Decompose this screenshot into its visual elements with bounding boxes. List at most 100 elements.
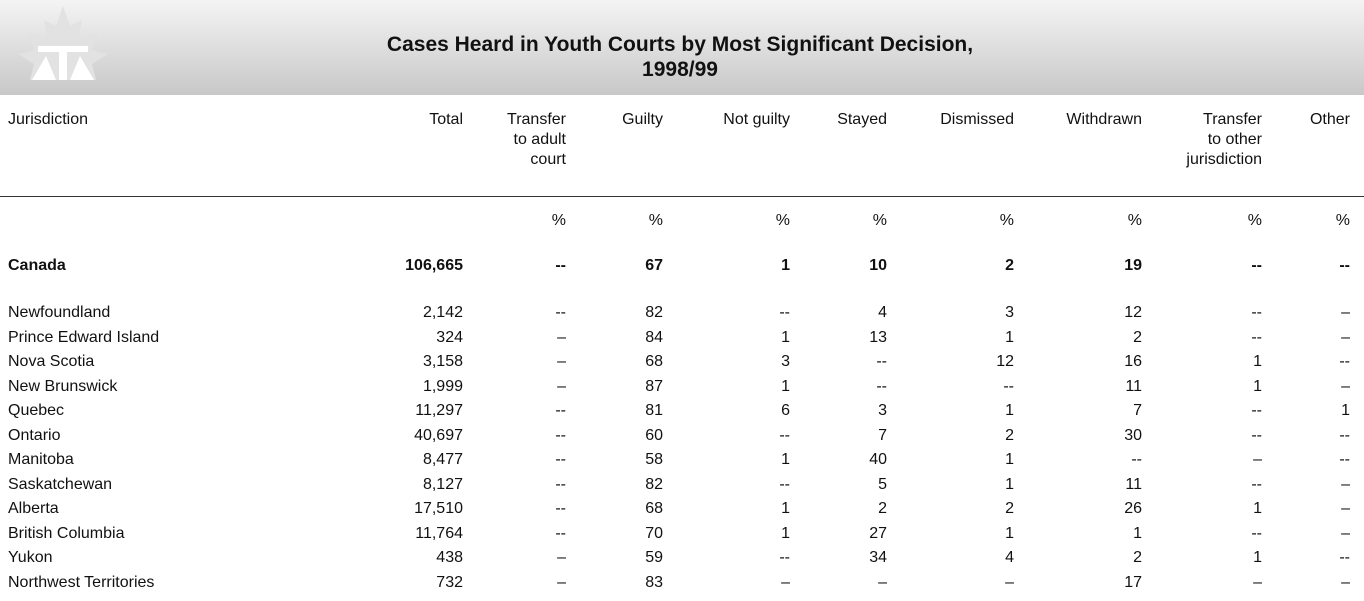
table-cell: 3 xyxy=(878,402,887,419)
table-cell: 1 xyxy=(781,328,790,346)
table-cell: – xyxy=(557,328,566,346)
unit-label: % xyxy=(551,212,566,229)
table-cell: 82 xyxy=(645,475,663,493)
table-cell: 2 xyxy=(878,500,887,517)
table-cell: 1 xyxy=(1341,402,1350,419)
table-cell: -- xyxy=(1251,524,1262,542)
table-cell: 2 xyxy=(1133,549,1142,566)
summary-cell: -- xyxy=(1339,257,1350,274)
table-cell: -- xyxy=(555,426,566,444)
unit-label: % xyxy=(1127,212,1142,229)
table-cell: 83 xyxy=(645,573,663,591)
table-cell: 60 xyxy=(645,426,663,444)
table-cell: -- xyxy=(779,304,790,321)
table-cell: 1 xyxy=(1005,524,1014,542)
table-cell: 3,158 xyxy=(422,353,463,370)
table-cell: 1,999 xyxy=(422,377,463,395)
table-cell: – xyxy=(1341,524,1350,542)
table-cell: 4 xyxy=(1005,549,1014,566)
summary-cell: Canada xyxy=(8,257,66,274)
column-header: Transfer to other jurisdiction xyxy=(1186,111,1262,168)
table-cell: 11 xyxy=(1125,475,1142,493)
table-cell: -- xyxy=(1251,426,1262,444)
table-cell: 5 xyxy=(878,475,887,493)
table-cell: 12 xyxy=(996,353,1014,370)
table-cell: Ontario xyxy=(8,426,61,444)
table-cell: Alberta xyxy=(8,500,59,517)
table-cell: -- xyxy=(1131,451,1142,468)
summary-cell: 1 xyxy=(781,257,790,274)
unit-label: % xyxy=(648,212,663,229)
table-cell: – xyxy=(1253,573,1262,591)
table-cell: 13 xyxy=(869,328,887,346)
table-cell: -- xyxy=(555,402,566,419)
table-cell: 6 xyxy=(781,402,790,419)
column-header: Not guilty xyxy=(723,111,790,128)
table-cell: 59 xyxy=(645,549,663,566)
table-cell: -- xyxy=(779,549,790,566)
table-cell: -- xyxy=(555,500,566,517)
table-cell: 68 xyxy=(645,500,663,517)
summary-cell: 67 xyxy=(645,257,663,274)
table-cell: -- xyxy=(555,524,566,542)
table-cell: Yukon xyxy=(8,549,53,566)
summary-cell: 10 xyxy=(869,257,887,274)
rule xyxy=(0,196,1364,197)
table-cell: Saskatchewan xyxy=(8,475,113,493)
table-cell: 84 xyxy=(645,328,663,346)
table-cell: -- xyxy=(1251,328,1262,346)
table-cell: -- xyxy=(876,377,887,395)
summary-cell: 106,665 xyxy=(405,257,463,274)
table-cell: – xyxy=(1341,304,1350,321)
table-cell: – xyxy=(878,573,887,591)
table-cell: -- xyxy=(1251,475,1262,493)
table-cell: Northwest Territories xyxy=(8,573,155,591)
table-cell: 68 xyxy=(645,353,663,370)
column-header: Dismissed xyxy=(940,111,1014,128)
table-cell: -- xyxy=(779,475,790,493)
table-cell: -- xyxy=(1339,426,1350,444)
table-cell: 732 xyxy=(436,573,463,591)
table-cell: -- xyxy=(555,475,566,493)
table-cell: New Brunswick xyxy=(8,377,118,395)
table-cell: 81 xyxy=(645,402,663,419)
table-cell: – xyxy=(1341,573,1350,591)
table-cell: -- xyxy=(1339,353,1350,370)
table-cell: Prince Edward Island xyxy=(8,328,160,346)
column-header: Guilty xyxy=(622,111,663,128)
table-cell: 8,477 xyxy=(422,451,463,468)
summary-cell: -- xyxy=(1251,257,1262,274)
table-cell: 82 xyxy=(645,304,663,321)
table-cell: 8,127 xyxy=(422,475,463,493)
table-cell: 1 xyxy=(781,524,790,542)
table-cell: -- xyxy=(1003,377,1014,395)
table-cell: 3 xyxy=(781,353,790,370)
table-cell: 16 xyxy=(1124,353,1142,370)
table-cell: Quebec xyxy=(8,402,65,419)
table-cell: – xyxy=(1005,573,1014,591)
table-cell: -- xyxy=(1251,304,1262,321)
table-cell: 26 xyxy=(1124,500,1142,517)
table-cell: 2 xyxy=(1005,500,1014,517)
header-banner: Cases Heard in Youth Courts by Most Sign… xyxy=(0,0,1364,97)
table-cell: 30 xyxy=(1124,426,1142,444)
column-header: Transfer to adult court xyxy=(507,111,566,168)
table-cell: 1 xyxy=(1253,549,1262,566)
table-cell: 11,297 xyxy=(415,402,463,419)
table-cell: 87 xyxy=(645,377,663,395)
table-cell: 2 xyxy=(1005,426,1014,444)
table-cell: 4 xyxy=(878,304,887,321)
column-header: Total xyxy=(429,111,463,128)
table-cell: 2,142 xyxy=(422,304,463,321)
table-cell: 40,697 xyxy=(414,426,463,444)
table-cell: – xyxy=(1341,377,1350,395)
unit-label: % xyxy=(872,212,887,229)
table-cell: 7 xyxy=(1133,402,1142,419)
table-cell: 58 xyxy=(645,451,663,468)
table-cell: 1 xyxy=(781,377,790,395)
table-cell: 1 xyxy=(1005,475,1014,493)
table-cell: 11 xyxy=(1125,377,1142,395)
table-cell: -- xyxy=(1251,402,1262,419)
table-cell: 1 xyxy=(1253,500,1262,517)
